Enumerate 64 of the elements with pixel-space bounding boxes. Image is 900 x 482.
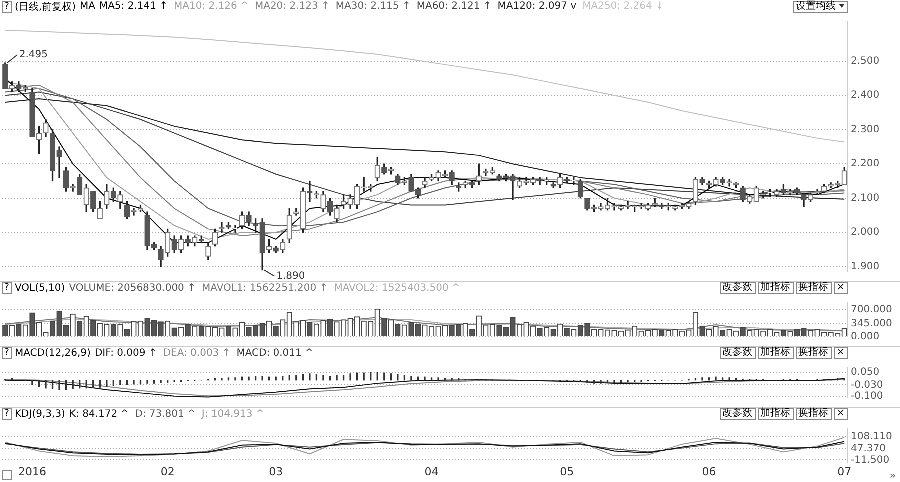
text: »: [890, 471, 896, 482]
text: 加指标: [758, 282, 794, 294]
text: ×: [834, 347, 848, 359]
text: MA10: 2.126 ^: [174, 1, 249, 12]
y-tick-label: 1.900: [851, 261, 880, 272]
text: 改参数: [720, 408, 756, 420]
chart-title: MACD(12,26,9): [15, 348, 91, 358]
y-tick-label: 2.200: [851, 158, 880, 170]
y-tick-label: 108.110: [851, 432, 892, 443]
text: MA20: 2.123 ↑: [254, 1, 330, 12]
x-tick-label: 07: [838, 465, 852, 478]
y-tick-label: 47.370: [851, 443, 886, 454]
y-tick-label: 0.050: [851, 366, 880, 378]
text: MA60: 2.121 ↑: [416, 1, 492, 12]
y-tick-label: 2.000: [851, 227, 880, 238]
text: ×: [834, 408, 848, 420]
text: ?: [2, 282, 12, 294]
text: MA250: 2.264 ↓: [582, 1, 664, 12]
y-tick-label: 0.000: [851, 332, 880, 343]
text: 加指标: [758, 347, 794, 359]
text: 换指标: [796, 347, 832, 359]
x-tick-label: 04: [424, 465, 439, 478]
text: ?: [2, 347, 12, 359]
text: ?: [2, 408, 12, 420]
x-tick-label: 02: [160, 465, 175, 478]
y-tick-label: 2.500: [851, 56, 880, 67]
text: MA5: 2.141 ↑: [99, 1, 168, 12]
y-tick-label: 2.100: [851, 192, 880, 204]
text: 换指标: [796, 282, 832, 294]
chart-title: (日线,前复权): [15, 0, 76, 14]
text: 设置均线: [792, 0, 848, 12]
text: D: 73.801 ^: [135, 408, 196, 420]
chart-title: VOL(5,10): [15, 282, 66, 294]
text: DEA: 0.003 ↑: [163, 348, 231, 358]
text: MAVOL1: 1562251.200 ↑: [202, 282, 328, 294]
text: DIF: 0.009 ↑: [94, 348, 158, 358]
y-tick-label: 345.000: [851, 318, 892, 330]
text: MA30: 2.115 ↑: [336, 1, 411, 12]
text: 改参数: [720, 282, 756, 294]
text: ×: [834, 282, 848, 294]
text: 换指标: [796, 408, 832, 420]
text: MA120: 2.097 v: [498, 1, 577, 12]
y-tick-label: 700.000: [851, 304, 892, 316]
text: 改参数: [720, 347, 756, 359]
text: 加指标: [758, 408, 794, 420]
y-tick-label: -0.100: [851, 390, 884, 402]
text: VOLUME: 2056830.000 ↑: [69, 282, 196, 294]
chart-title: KDJ(9,3,3): [15, 408, 66, 420]
legend-title: MA: [80, 1, 96, 12]
text: J: 104.913 ^: [202, 408, 264, 420]
annotation: 2.495: [19, 50, 48, 61]
y-tick-label: 2.400: [851, 90, 880, 102]
x-tick-label: 06: [702, 465, 716, 478]
y-tick-label: -0.030: [851, 380, 884, 391]
series-label: MACD: 0.011 ^: [236, 348, 314, 358]
x-tick-label: 05: [560, 465, 574, 478]
x-tick-label: 2016: [18, 465, 46, 478]
text: K: 84.172 ^: [69, 408, 130, 420]
text: MAVOL2: 1525403.500 ^: [334, 282, 460, 294]
text: ?: [2, 0, 12, 12]
y-tick-label: 2.300: [851, 124, 880, 136]
y-tick-label: -11.500: [851, 454, 890, 466]
annotation: 1.890: [276, 270, 306, 282]
x-tick-label: 03: [269, 465, 284, 478]
